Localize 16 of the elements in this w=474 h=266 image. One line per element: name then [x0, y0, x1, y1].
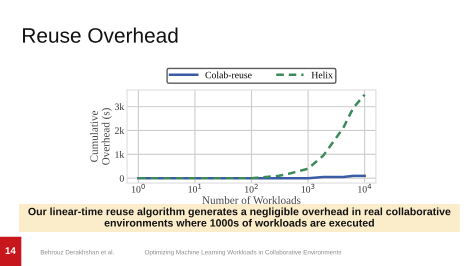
chart-title: Reuse Overhead	[23, 28, 178, 43]
y-tick-label: 3k	[114, 103, 124, 110]
x-tick-label: 10$^{0}$	[132, 184, 145, 193]
y-tick-label: 1k	[115, 150, 124, 158]
x-axis-title: Number of Workloads	[202, 196, 300, 204]
x-tick-label: 10$^{3}$	[302, 184, 314, 193]
y-axis-title: Cumulative Overhead (s)	[90, 108, 112, 165]
x-tick-label: 10$^{2}$	[245, 184, 258, 193]
y-tick-label: 2k	[114, 127, 124, 134]
x-tick-label: 10$^{4}$	[358, 184, 372, 193]
y-tick-label: 0	[120, 175, 124, 182]
legend-label: Colab-reuse	[205, 71, 252, 78]
legend-label: Helix	[312, 71, 333, 78]
text: 14	[6, 247, 16, 254]
x-tick-label: 10$^{1}$	[188, 184, 202, 193]
text: Our linear-time reuse algorithm generates a negligible overhead in real collaborative environments where 1000s of workloads are executed	[28, 207, 450, 227]
